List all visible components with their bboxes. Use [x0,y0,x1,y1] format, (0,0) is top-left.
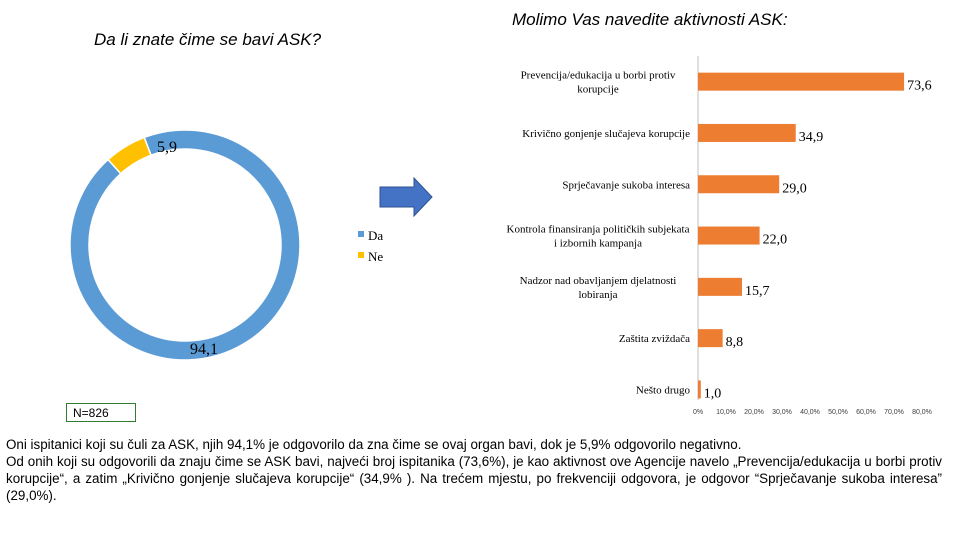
donut-chart: 94,1 5,9 [69,129,301,361]
donut-title: Da li znate čime se bavi ASK? [94,30,322,49]
donut-legend: Da Ne [358,228,383,264]
x-tick-label-1: 10,0% [716,409,736,416]
x-tick-label-2: 20,0% [744,409,764,416]
description-paragraph-2: Od onih koji su odgovorili da znaju čime… [6,454,942,503]
bar-0 [698,72,905,91]
x-tick-label-4: 40,0% [800,409,820,416]
bar-category-label-2: Sprječavanje sukoba interesa [562,179,690,191]
bar-category-label-0: Prevencija/edukacija u borbi protiv korup… [521,70,676,96]
legend-swatch-da [358,231,364,237]
bar-category-label-4: Nadzor nad obavljanjem djelatnosti lobira… [520,275,677,301]
bar-6 [698,380,701,399]
legend-label-da: Da [368,228,383,243]
bar-4 [698,277,742,296]
donut-label-ne: 5,9 [157,139,177,156]
bar-value-label-2: 29,0 [782,181,807,196]
legend-swatch-ne [358,252,364,258]
sample-size-label: N=826 [66,403,136,422]
description-text: Oni ispitanici koji su čuli za ASK, njih… [6,436,942,504]
x-tick-label-0: 0% [693,409,703,416]
donut-label-da: 94,1 [190,341,218,358]
bar-value-label-3: 22,0 [763,233,788,248]
bar-value-label-6: 1,0 [704,386,722,401]
bar-category-label-3: Kontrola finansiranja političkih subjeka… [507,224,690,250]
bar-value-label-5: 8,8 [726,335,744,350]
bar-category-label-5: Zaštita zviždača [619,333,690,345]
bar-value-label-0: 73,6 [907,79,932,94]
bar-category-label-6: Nešto drugo [636,384,691,396]
x-tick-label-6: 60,0% [856,409,876,416]
bar-1 [698,123,796,142]
bar-category-label-1: Krivično gonjenje slučajeva korupcije [522,128,690,140]
bar-chart-title: Molimo Vas navedite aktivnosti ASK: [512,10,788,29]
legend-label-ne: Ne [368,249,383,264]
bar-chart: 73,6 Prevencija/edukacija u borbi protiv k… [507,56,932,416]
x-tick-label-3: 30,0% [772,409,792,416]
x-tick-label-8: 80,0% [912,409,932,416]
arrow-icon [379,176,433,218]
donut-slice-ne [106,136,152,175]
bar-value-label-1: 34,9 [799,130,824,145]
bar-3 [698,226,760,245]
donut-slice-da [69,129,301,361]
bar-5 [698,329,723,348]
x-tick-label-5: 50,0% [828,409,848,416]
x-tick-label-7: 70,0% [884,409,904,416]
description-paragraph-1: Oni ispitanici koji su čuli za ASK, njih… [6,437,742,452]
bar-2 [698,175,780,194]
bar-value-label-4: 15,7 [745,284,770,299]
